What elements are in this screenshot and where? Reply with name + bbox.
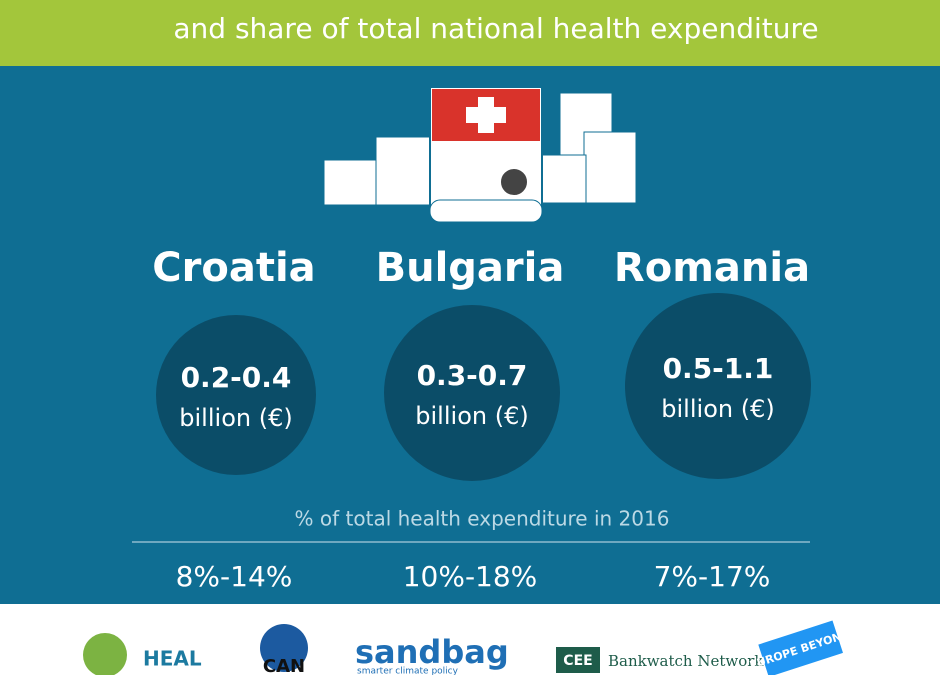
logo-text: CEE: [563, 653, 592, 669]
header-band: [0, 0, 940, 66]
share-range: 7%-17%: [654, 560, 771, 593]
cost-unit: billion (€): [415, 402, 528, 430]
can-mark: [260, 624, 308, 672]
cost-circle: [384, 305, 560, 481]
cost-unit: billion (€): [661, 395, 774, 423]
cee-mark: [556, 647, 600, 673]
logo-text: CAN: [263, 656, 305, 675]
logo-text: Bankwatch Network: [608, 652, 764, 670]
header-title: and share of total national health expen…: [173, 12, 818, 45]
country-name: Croatia: [152, 245, 315, 291]
country-name: Romania: [614, 245, 810, 291]
share-caption: % of total health expenditure in 2016: [295, 507, 670, 531]
logos: HEAL CAN sandbag smarter climate policy …: [83, 620, 852, 675]
share-range: 8%-14%: [176, 560, 293, 593]
cost-circle: [156, 315, 316, 475]
cost-unit: billion (€): [179, 404, 292, 432]
cost-range: 0.2-0.4: [181, 361, 292, 394]
heal-mark: [83, 633, 127, 675]
money-icon: [323, 86, 637, 223]
share-range: 10%-18%: [403, 560, 538, 593]
country-name: Bulgaria: [376, 245, 565, 291]
cost-range: 0.5-1.1: [663, 352, 774, 385]
ebc-mark: [758, 620, 843, 675]
cost-range: 0.3-0.7: [417, 359, 528, 392]
logo-text: smarter climate policy: [357, 667, 459, 675]
logo-text: sandbag: [355, 633, 509, 671]
cost-circle: [625, 293, 811, 479]
countries: Croatia 0.2-0.4 billion (€) 8%-14% Bulgaria 0…: [152, 245, 811, 593]
logo-text: HEAL: [143, 647, 202, 671]
